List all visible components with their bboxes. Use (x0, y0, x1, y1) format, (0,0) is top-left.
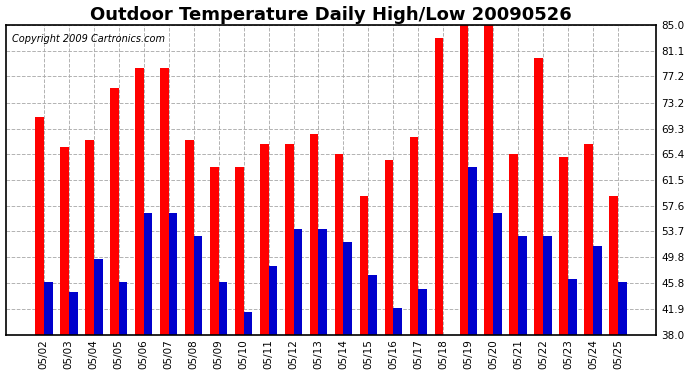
Bar (268, 266, 277, 335)
Bar (410, 137, 418, 335)
Bar (94, 259, 103, 335)
Bar (335, 153, 344, 335)
Bar (168, 213, 177, 335)
Text: Copyright 2009 Cartronics.com: Copyright 2009 Cartronics.com (12, 34, 165, 44)
Bar (384, 160, 393, 335)
Bar (435, 38, 443, 335)
Title: Outdoor Temperature Daily High/Low 20090526: Outdoor Temperature Daily High/Low 20090… (90, 6, 572, 24)
Bar (593, 246, 602, 335)
Bar (469, 167, 477, 335)
Bar (568, 279, 577, 335)
Bar (418, 289, 427, 335)
Bar (534, 58, 543, 335)
Bar (69, 292, 77, 335)
Bar (368, 275, 377, 335)
Bar (460, 25, 469, 335)
Bar (543, 236, 552, 335)
Bar (144, 213, 152, 335)
Bar (584, 144, 593, 335)
Bar (160, 68, 168, 335)
Bar (359, 196, 368, 335)
Bar (609, 196, 618, 335)
Bar (319, 230, 327, 335)
Bar (484, 25, 493, 335)
Bar (244, 312, 253, 335)
Bar (60, 147, 69, 335)
Bar (44, 282, 52, 335)
Bar (35, 117, 44, 335)
Bar (493, 213, 502, 335)
Bar (618, 282, 627, 335)
Bar (509, 153, 518, 335)
Bar (310, 134, 319, 335)
Bar (210, 167, 219, 335)
Bar (219, 282, 227, 335)
Bar (110, 88, 119, 335)
Bar (85, 140, 94, 335)
Bar (260, 144, 268, 335)
Bar (135, 68, 144, 335)
Bar (235, 167, 244, 335)
Bar (518, 236, 527, 335)
Bar (185, 140, 194, 335)
Bar (293, 230, 302, 335)
Bar (393, 308, 402, 335)
Bar (194, 236, 202, 335)
Bar (285, 144, 293, 335)
Bar (119, 282, 128, 335)
Bar (344, 243, 352, 335)
Bar (560, 157, 568, 335)
